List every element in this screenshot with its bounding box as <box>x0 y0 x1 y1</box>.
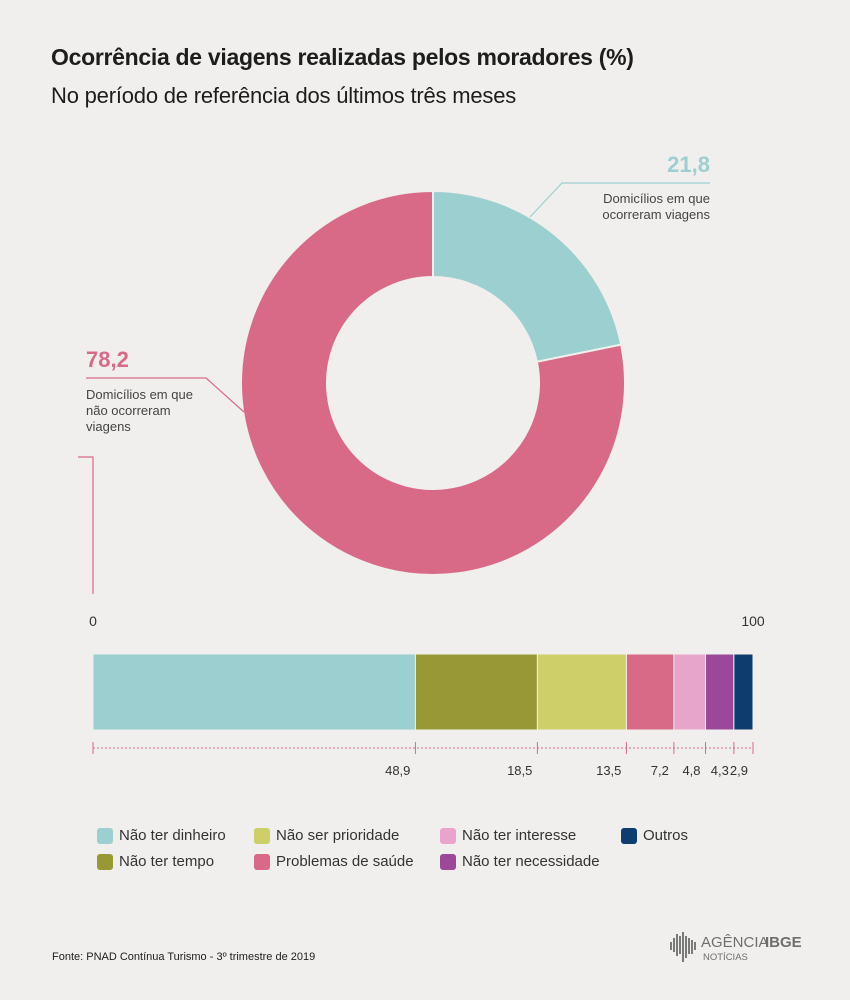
logo-main-text: AGÊNCIA <box>701 934 769 951</box>
slice-category-label: Domicílios em que <box>86 387 193 402</box>
legend-label: Não ser prioridade <box>276 827 400 844</box>
bar-segment <box>733 653 754 731</box>
barcode-icon <box>670 932 696 962</box>
legend-swatch <box>440 853 456 870</box>
legend-swatch <box>254 827 270 844</box>
legend-label: Não ter necessidade <box>462 853 600 870</box>
slice-category-label: viagens <box>86 419 131 434</box>
bar-segment <box>536 653 627 731</box>
segment-value-label: 2,9 <box>730 763 748 778</box>
bar-segment <box>414 653 538 731</box>
legend-item: Não ser prioridade <box>254 827 399 844</box>
legend-label: Outros <box>643 827 689 844</box>
segment-value-label: 13,5 <box>596 763 621 778</box>
legend-item: Problemas de saúde <box>254 853 414 870</box>
axis-max-label: 100 <box>741 613 765 629</box>
slice-value-label: 78,2 <box>86 347 129 372</box>
annotation-leader-line <box>86 377 245 413</box>
segment-value-label: 4,3 <box>711 763 729 778</box>
legend-item: Não ter dinheiro <box>97 827 226 844</box>
legend-item: Outros <box>621 827 688 844</box>
bar-segment <box>705 653 735 731</box>
legend-swatch <box>621 827 637 844</box>
legend-swatch <box>254 853 270 870</box>
segment-value-label: 48,9 <box>385 763 410 778</box>
donut-slice <box>240 189 626 576</box>
slice-category-label: Domicílios em que <box>603 191 710 206</box>
legend-label: Não ter tempo <box>119 853 215 870</box>
slice-category-label: não ocorreram <box>86 403 171 418</box>
source-note: Fonte: PNAD Contínua Turismo - 3º trimes… <box>52 951 316 963</box>
bar-segment <box>673 653 707 731</box>
logo-sub-text: NOTÍCIAS <box>703 952 748 963</box>
annotation-leader-line <box>529 182 710 218</box>
bar-segment <box>92 653 416 731</box>
legend-item: Não ter necessidade <box>440 853 600 870</box>
slice-category-label: ocorreram viagens <box>602 207 710 222</box>
legend-swatch <box>97 853 113 870</box>
segment-value-label: 7,2 <box>651 763 669 778</box>
legend-swatch <box>440 827 456 844</box>
chart-title: Ocorrência de viagens realizadas pelos m… <box>51 44 634 70</box>
legend-label: Problemas de saúde <box>276 853 414 870</box>
bar-segment <box>625 653 675 731</box>
segment-value-label: 4,8 <box>682 763 700 778</box>
legend-label: Não ter interesse <box>462 827 577 844</box>
bracket-line <box>78 456 94 594</box>
chart-subtitle: No período de referência dos últimos trê… <box>51 83 517 108</box>
legend-swatch <box>97 827 113 844</box>
agencia-ibge-logo: AGÊNCIA IBGE NOTÍCIAS <box>670 932 802 963</box>
legend-item: Não ter tempo <box>97 853 214 870</box>
segment-value-label: 18,5 <box>507 763 532 778</box>
legend-label: Não ter dinheiro <box>119 827 226 844</box>
axis-min-label: 0 <box>89 613 97 629</box>
donut-slice <box>432 189 623 364</box>
legend-item: Não ter interesse <box>440 827 576 844</box>
slice-value-label: 21,8 <box>667 152 710 177</box>
logo-bold-text: IBGE <box>765 934 802 951</box>
